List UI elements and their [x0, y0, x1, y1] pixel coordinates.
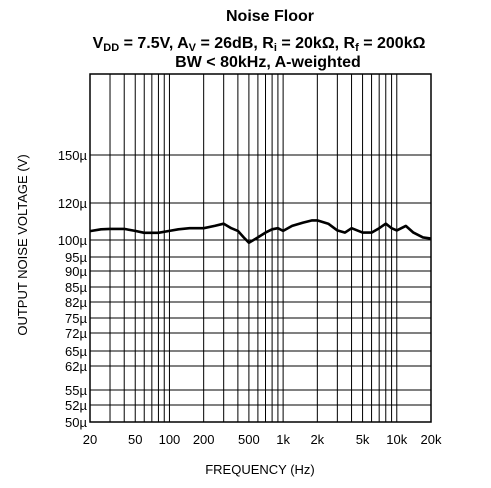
y-tick-label: 100µ [58, 233, 88, 248]
y-tick-label: 90µ [65, 264, 87, 279]
noise-floor-line [89, 219, 432, 244]
chart-subtitle-bandwidth: BW < 80kHz, A-weighted [175, 54, 361, 71]
x-tick-label: 20k [421, 432, 442, 447]
x-tick-label: 10k [386, 432, 407, 447]
x-tick-label: 100 [159, 432, 181, 447]
plot-frame [89, 73, 432, 423]
y-tick-label: 65µ [65, 344, 87, 359]
chart-title: Noise Floor [226, 8, 314, 25]
chart-subtitle-conditions: VDD = 7.5V, AV = 26dB, Ri = 20kΩ, Rf = 2… [93, 35, 426, 54]
x-tick-label: 1k [276, 432, 290, 447]
x-tick-label: 5k [356, 432, 370, 447]
y-axis-label: OUTPUT NOISE VOLTAGE (V) [15, 154, 30, 335]
y-tick-label: 50µ [65, 415, 87, 430]
y-tick-label: 95µ [65, 250, 87, 265]
y-tick-label: 72µ [65, 326, 87, 341]
x-tick-label: 200 [193, 432, 215, 447]
x-tick-label: 20 [83, 432, 97, 447]
x-tick-label: 500 [238, 432, 260, 447]
series [89, 219, 432, 244]
y-tick-label: 150µ [58, 148, 88, 163]
y-tick-label: 75µ [65, 311, 87, 326]
x-tick-label: 2k [310, 432, 324, 447]
y-tick-label: 62µ [65, 359, 87, 374]
y-tick-label: 120µ [58, 196, 88, 211]
y-tick-label: 52µ [65, 398, 87, 413]
x-axis-label: FREQUENCY (Hz) [205, 462, 315, 477]
y-tick-label: 82µ [65, 295, 87, 310]
grid [89, 74, 432, 423]
y-tick-label: 85µ [65, 280, 87, 295]
x-tick-label: 50 [128, 432, 142, 447]
y-tick-label: 55µ [65, 383, 87, 398]
